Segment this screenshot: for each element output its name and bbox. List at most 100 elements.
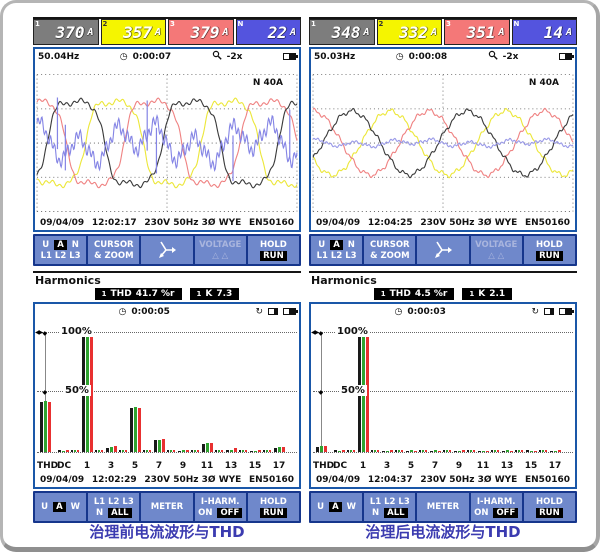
phase-list: L1 L2 L3 bbox=[40, 250, 81, 261]
status-bar: 09/04/09 12:04:37 230V 50Hz 3Ø WYE EN501… bbox=[316, 475, 570, 485]
lcd-screen: ◷ 0:00:03 ↻ 100% 50% ◀▶ ◆ ◆ THD DC 1 3 5 7 9 11 13 15… bbox=[309, 302, 577, 489]
harmonic-order-labels: THD DC 1 3 5 7 9 11 13 15 17 bbox=[313, 461, 562, 471]
status-bar: 09/04/09 12:04:25 230V 50Hz 3Ø WYE EN501… bbox=[316, 218, 570, 228]
elapsed-timer: 0:00:05 bbox=[131, 306, 170, 317]
y-50-label: 50% bbox=[63, 385, 91, 396]
reading-value: 379 bbox=[190, 22, 220, 42]
phase-1-reading: 1 370 A bbox=[33, 19, 99, 45]
y-100-label: 100% bbox=[59, 326, 94, 337]
status-time: 12:02:17 bbox=[91, 218, 137, 228]
stopwatch-icon: ◷ bbox=[119, 51, 128, 62]
meter-key[interactable]: METER bbox=[417, 493, 469, 521]
phase-2-reading: 2 332 A bbox=[376, 19, 442, 45]
analyzer-harmonics-before: Harmonics 1 THD 41.7 %r 1 K 7.3 ◷ 0:00:0… bbox=[33, 271, 301, 523]
lcd-screen: ◷ 0:00:05 ↻ 100% 50% ◀▶ ◆ ◆ THD DC 1 3 5 7 9 11 13 15… bbox=[33, 302, 301, 489]
hold-run-key[interactable]: HOLD RUN bbox=[523, 236, 576, 264]
hold-run-key[interactable]: HOLD RUN bbox=[247, 236, 300, 264]
magnifier-icon bbox=[212, 50, 222, 63]
voltage-key-disabled[interactable]: VOLTAGE △ △ bbox=[194, 236, 246, 264]
y-100-label: 100% bbox=[335, 326, 370, 337]
cursor-zoom-key[interactable]: CURSOR & ZOOM bbox=[88, 236, 140, 264]
battery-icon bbox=[558, 53, 574, 60]
neutral-reading: N 14 A bbox=[511, 19, 577, 45]
cursor-left-right-icon: ◀▶ bbox=[311, 329, 319, 336]
elapsed-timer: 0:00:03 bbox=[407, 306, 446, 317]
phase-2-reading: 2 357 A bbox=[100, 19, 166, 45]
waveform-display: N 40A bbox=[35, 64, 299, 216]
cursor-zoom-key[interactable]: CURSOR & ZOOM bbox=[364, 236, 416, 264]
frequency-readout: 50.03Hz bbox=[314, 51, 356, 62]
phase-1-reading: 1 348 A bbox=[309, 19, 375, 45]
elapsed-timer: 0:00:07 bbox=[132, 51, 172, 62]
k-factor-badge: 1 K 7.3 bbox=[189, 288, 240, 300]
current-range-label: N 40A bbox=[528, 78, 559, 88]
harmonics-bar-chart: 100% 50% ◀▶ ◆ ◆ bbox=[311, 319, 575, 461]
move-arrows-icon bbox=[159, 241, 176, 258]
refresh-icon: ↻ bbox=[531, 306, 540, 317]
phase-readings: 1 370 A 2 357 A 3 379 A N 22 A bbox=[33, 17, 301, 45]
move-arrows-key[interactable] bbox=[417, 236, 469, 264]
caption-after: 治理后电流波形与THD bbox=[365, 523, 521, 541]
meter-key[interactable]: METER bbox=[141, 493, 193, 521]
memory-card-icon bbox=[544, 308, 555, 315]
stopwatch-icon: ◷ bbox=[395, 51, 404, 62]
phase-id: 1 bbox=[35, 20, 40, 28]
up-triangles: △ △ bbox=[212, 250, 229, 261]
zoom-level: -2x bbox=[502, 51, 519, 62]
status-bar: 09/04/09 12:02:29 230V 50Hz 3Ø WYE EN501… bbox=[40, 475, 294, 485]
waveform-plot bbox=[312, 74, 574, 212]
phase-all-key[interactable]: L1 L2 L3 N ALL bbox=[88, 493, 140, 521]
move-arrows-key[interactable] bbox=[141, 236, 193, 264]
i-harm-key[interactable]: I-HARM. ON OFF bbox=[470, 493, 522, 521]
i-harm-key[interactable]: I-HARM. ON OFF bbox=[194, 493, 246, 521]
analyzer-scope-before: 1 370 A 2 357 A 3 379 A N 22 A 50.04Hz bbox=[33, 17, 301, 266]
reading-unit: A bbox=[154, 26, 161, 38]
voltage-key-disabled[interactable]: VOLTAGE △ △ bbox=[470, 236, 522, 264]
y-50-label: 50% bbox=[339, 385, 367, 396]
option-u: U bbox=[42, 239, 50, 250]
reading-value: 22 bbox=[267, 22, 287, 42]
phase-all-key[interactable]: L1 L2 L3 N ALL bbox=[364, 493, 416, 521]
hold-run-key[interactable]: HOLD RUN bbox=[247, 493, 300, 521]
option-n: N bbox=[71, 239, 79, 250]
waveform-plot bbox=[36, 74, 298, 212]
phase-id: 2 bbox=[102, 20, 108, 28]
stopwatch-icon: ◷ bbox=[118, 306, 127, 317]
option-a-selected: A bbox=[54, 239, 67, 250]
measurement-badges: 1 THD 41.7 %r 1 K 7.3 bbox=[33, 288, 301, 300]
thd-badge: 1 THD 41.7 %r bbox=[94, 288, 182, 300]
cursor-line bbox=[321, 333, 322, 453]
phase-3-reading: 3 351 A bbox=[444, 19, 510, 45]
phase-id: 3 bbox=[170, 20, 175, 28]
refresh-icon: ↻ bbox=[255, 306, 264, 317]
battery-icon bbox=[559, 308, 575, 315]
reading-value: 357 bbox=[123, 22, 152, 42]
status-system: 230V 50Hz 3Ø WYE bbox=[144, 218, 242, 228]
hold-run-key[interactable]: HOLD RUN bbox=[523, 493, 576, 521]
frequency-readout: 50.04Hz bbox=[38, 51, 80, 62]
magnifier-icon bbox=[488, 50, 498, 63]
caption-before: 治理前电流波形与THD bbox=[89, 523, 245, 541]
harmonics-bar-chart: 100% 50% ◀▶ ◆ ◆ bbox=[35, 319, 299, 461]
battery-icon bbox=[283, 308, 299, 315]
harmonic-order-labels: THD DC 1 3 5 7 9 11 13 15 17 bbox=[37, 461, 286, 471]
waveform-display: N 40A bbox=[311, 64, 575, 216]
analyzer-scope-after: 1 348 A 2 332 A 3 351 A N 14 A 50.03Hz bbox=[309, 17, 577, 266]
battery-icon bbox=[282, 53, 298, 60]
memory-card-icon bbox=[268, 308, 279, 315]
reading-unit: A bbox=[87, 26, 94, 38]
run-state: RUN bbox=[260, 250, 287, 261]
k-factor-badge: 1 K 2.1 bbox=[462, 288, 513, 300]
lcd-screen: 50.04Hz ◷ 0:00:07 -2x N 40A 09/04/09 12:… bbox=[33, 47, 301, 232]
status-standard: EN50160 bbox=[249, 218, 294, 228]
phase-readings: 1 348 A 2 332 A 3 351 A N 14 A bbox=[309, 17, 577, 45]
reading-value: 370 bbox=[55, 22, 85, 42]
